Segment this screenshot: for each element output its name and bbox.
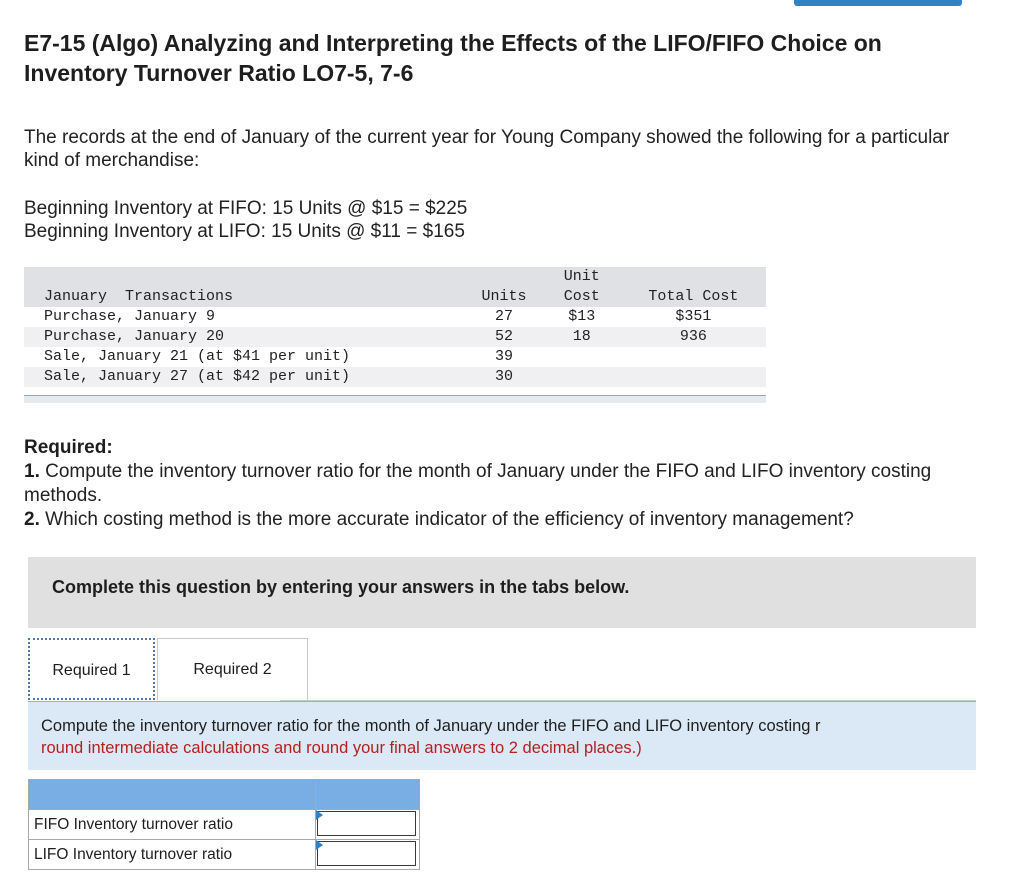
answer-header-row [28,779,420,810]
required-heading: Required: [24,437,113,458]
instruction-panel: Compute the inventory turnover ratio for… [28,701,976,770]
row-total-cost: 936 [620,327,766,347]
units-header: Units [465,287,543,307]
required-item-2-text: Which costing method is the more accurat… [45,509,854,530]
transactions-table: Unit January Transactions Units Cost Tot… [24,267,766,387]
row-units: 30 [465,367,543,387]
rounding-note: round intermediate calculations and roun… [41,739,642,757]
required-item-1-number: 1. [24,461,40,482]
beginning-inventory: Beginning Inventory at FIFO: 15 Units @ … [24,197,467,243]
unit-cost-header: Cost [542,287,621,307]
instruction-text: Compute the inventory turnover ratio for… [41,717,821,735]
desc-header: January Transactions [24,287,466,307]
intro-text: The records at the end of January of the… [24,127,950,171]
row-unit-cost: $13 [568,308,596,325]
complete-banner: Complete this question by entering your … [28,557,976,628]
table-header-row: January Transactions Units Cost Total Co… [24,287,766,307]
required-section: Required: 1. Compute the inventory turno… [24,436,984,532]
row-units: 39 [494,348,513,365]
row-unit-cost: 18 [542,327,621,347]
top-action-button[interactable] [794,0,962,6]
row-desc: Sale, January 27 (at $42 per unit) [24,367,466,387]
tab-required-2[interactable]: Required 2 [157,638,308,700]
table-row: Purchase, January 9 27 $13 $351 [24,307,766,327]
row-desc: Sale, January 21 (at $41 per unit) [44,348,351,365]
row-total-cost [620,367,766,387]
row-total-cost: $351 [675,308,712,325]
complete-banner-text: Complete this question by entering your … [52,577,630,597]
required-item-1-text: Compute the inventory turnover ratio for… [24,461,932,506]
fifo-ratio-input[interactable] [317,811,416,836]
row-unit-cost [542,367,621,387]
required-item-2: 2. Which costing method is the more accu… [24,508,984,532]
lifo-ratio-input[interactable] [317,841,416,866]
table-row: Sale, January 21 (at $41 per unit) 39 [24,347,766,367]
beginning-lifo: Beginning Inventory at LIFO: 15 Units @ … [24,221,465,242]
table-bottom-rule [24,395,766,403]
row-unit-cost [543,347,621,367]
table-header-row-top: Unit [24,267,766,287]
table-row: Sale, January 27 (at $42 per unit) 30 [24,367,766,387]
unit-cost-header-top: Unit [542,267,621,287]
tab-divider [280,700,976,701]
required-item-2-number: 2. [24,509,40,530]
table-row: Purchase, January 20 52 18 936 [24,327,766,347]
fifo-ratio-label: FIFO Inventory turnover ratio [28,809,316,840]
answer-row-fifo: FIFO Inventory turnover ratio [28,809,420,840]
row-total-cost [621,347,766,367]
tab-required-1[interactable]: Required 1 [28,638,155,700]
row-desc: Purchase, January 9 [44,308,216,325]
required-item-1: 1. Compute the inventory turnover ratio … [24,460,984,508]
page-title: E7-15 (Algo) Analyzing and Interpreting … [24,30,882,86]
answer-row-lifo: LIFO Inventory turnover ratio [28,839,420,870]
beginning-fifo: Beginning Inventory at FIFO: 15 Units @ … [24,198,468,219]
row-units: 27 [494,308,513,325]
answer-table: FIFO Inventory turnover ratio LIFO Inven… [28,779,420,870]
answer-flag-icon [316,840,323,850]
answer-flag-icon [316,810,323,820]
row-desc: Purchase, January 20 [24,327,466,347]
lifo-ratio-label: LIFO Inventory turnover ratio [28,839,316,870]
total-cost-header: Total Cost [620,287,766,307]
row-units: 52 [465,327,543,347]
